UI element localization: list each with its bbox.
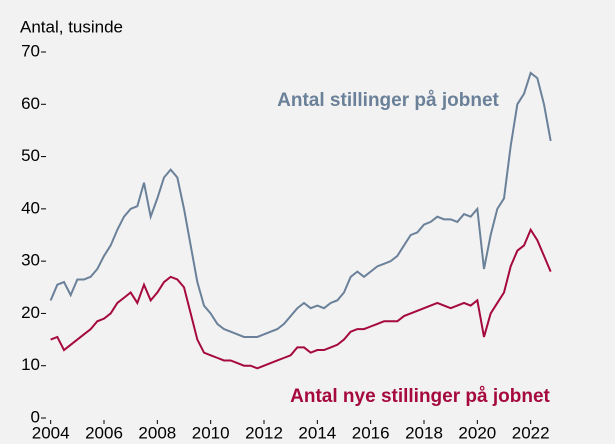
x-tick-label: 2004 xyxy=(32,423,70,442)
x-tick-label: 2014 xyxy=(298,423,336,442)
annotation: Antal stillinger på jobnet xyxy=(277,90,499,111)
x-tick-label: 2012 xyxy=(245,423,283,442)
y-tick-label: 20 xyxy=(21,303,40,322)
x-tick-label: 2016 xyxy=(352,423,390,442)
x-tick-label: 2022 xyxy=(512,423,550,442)
series-line xyxy=(49,71,552,338)
x-tick-label: 2010 xyxy=(192,423,230,442)
y-tick-label: 30 xyxy=(21,251,40,270)
series-line xyxy=(50,227,552,370)
annotation: Antal nye stillinger på jobnet xyxy=(290,386,550,407)
x-tick-label: 2018 xyxy=(405,423,443,442)
y-tick-label: 50 xyxy=(21,146,40,165)
x-tick-label: 2020 xyxy=(458,423,496,442)
y-tick-label: 60 xyxy=(21,94,40,113)
x-tick-label: 2006 xyxy=(85,423,123,442)
y-tick-label: 70 xyxy=(21,41,40,60)
y-axis-label: Antal, tusinde xyxy=(20,17,123,36)
y-tick-label: 0 xyxy=(31,407,40,426)
x-tick-label: 2008 xyxy=(138,423,176,442)
y-tick-label: 10 xyxy=(21,355,40,374)
y-tick-label: 40 xyxy=(21,198,40,217)
